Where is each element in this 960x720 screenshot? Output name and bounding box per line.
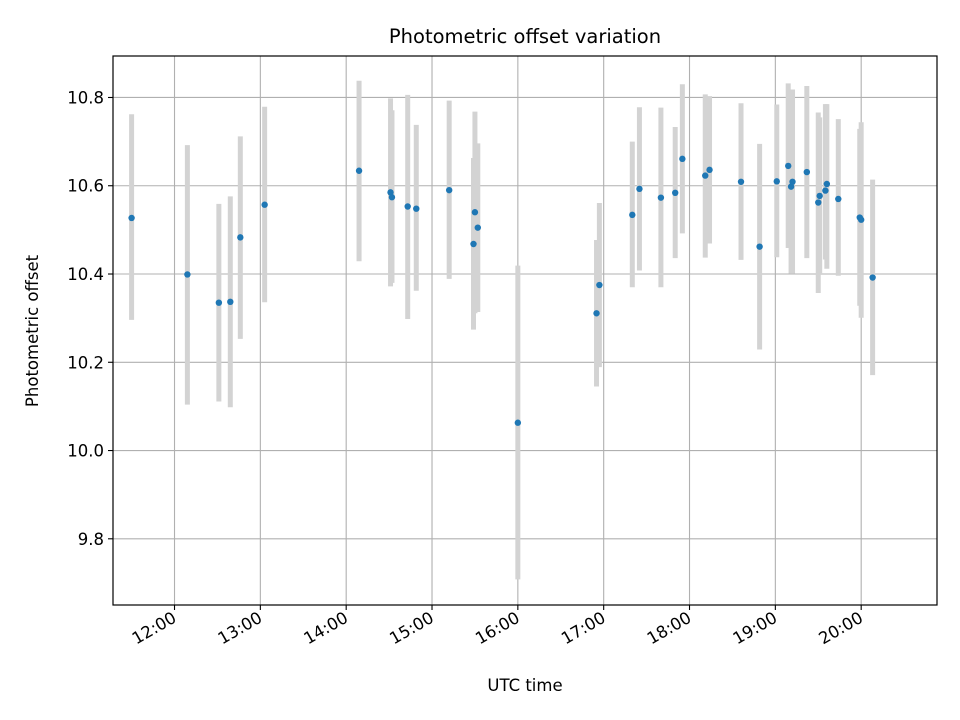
- data-point: [471, 209, 479, 216]
- data-point: [355, 167, 363, 174]
- data-point: [815, 199, 822, 206]
- y-tick-label: 10.0: [67, 442, 104, 461]
- data-point: [388, 194, 396, 201]
- y-tick-label: 10.4: [67, 265, 104, 284]
- data-point: [215, 299, 223, 306]
- data-point: [514, 419, 522, 426]
- data-point: [706, 166, 713, 174]
- data-point: [679, 155, 686, 163]
- data-point: [857, 216, 865, 223]
- data-point: [474, 224, 481, 231]
- data-point: [128, 214, 135, 222]
- data-point: [227, 298, 234, 306]
- data-point: [413, 205, 420, 212]
- data-point: [184, 271, 191, 278]
- data-point: [785, 162, 792, 170]
- data-point: [593, 310, 600, 317]
- data-point: [823, 180, 831, 188]
- data-point: [404, 203, 411, 210]
- data-point: [787, 183, 795, 190]
- data-point: [657, 194, 665, 201]
- data-point: [816, 192, 823, 200]
- data-point: [869, 274, 876, 281]
- data-point: [789, 178, 796, 185]
- data-point: [470, 240, 477, 248]
- data-point: [702, 172, 709, 179]
- data-point: [773, 178, 780, 185]
- y-tick-label: 10.2: [67, 353, 104, 372]
- data-point: [445, 186, 453, 194]
- data-point: [387, 189, 394, 196]
- x-axis-title: UTC time: [487, 676, 562, 695]
- data-point: [835, 195, 842, 203]
- data-point: [756, 243, 763, 250]
- y-tick-label: 9.8: [78, 530, 104, 549]
- data-point: [636, 185, 643, 193]
- y-axis: 9.8 10.0 10.2 10.4 10.6 10.8: [67, 88, 113, 549]
- data-point: [596, 281, 603, 289]
- y-axis-title: Photometric offset: [23, 254, 42, 407]
- data-points: [128, 155, 876, 426]
- chart-title: Photometric offset variation: [389, 25, 661, 48]
- y-tick-label: 10.8: [67, 88, 104, 107]
- y-tick-label: 10.6: [67, 177, 104, 196]
- data-point: [803, 168, 811, 176]
- data-point: [629, 211, 636, 219]
- data-point: [261, 201, 268, 208]
- data-point: [822, 187, 829, 194]
- data-point: [672, 189, 679, 197]
- data-point: [737, 178, 745, 185]
- data-point: [237, 234, 244, 241]
- plot-frame: [112, 55, 938, 606]
